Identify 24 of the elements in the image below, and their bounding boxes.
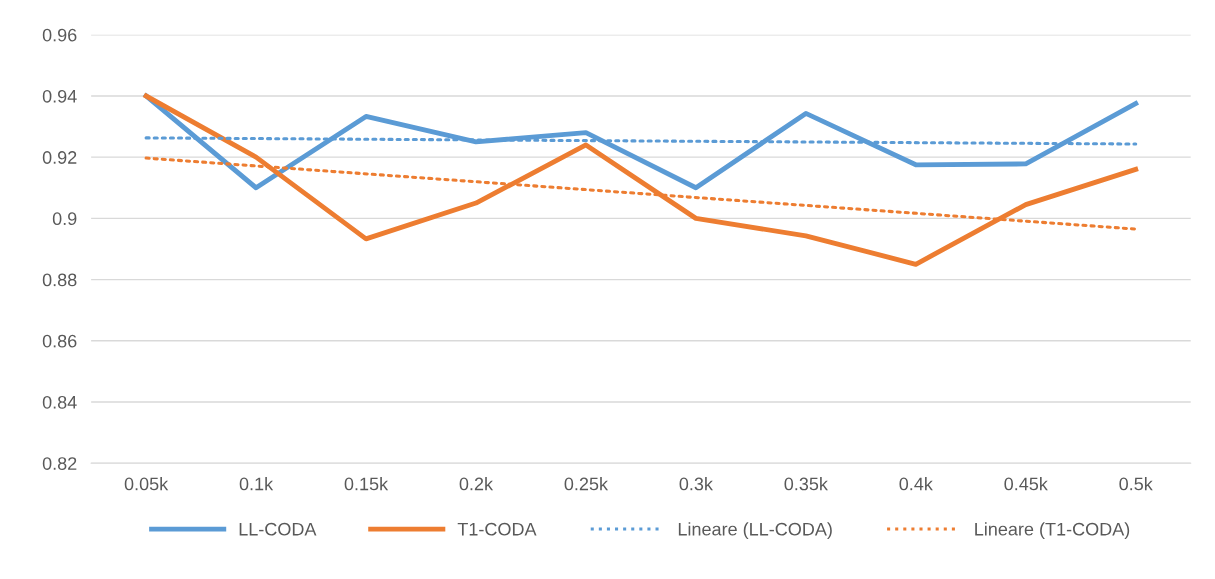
y-tick-label: 0.86 — [42, 334, 77, 348]
legend-label: Lineare (T1-CODA) — [975, 522, 1130, 540]
y-tick-label: 0.96 — [42, 28, 77, 42]
legend-label: T1-CODA — [457, 522, 537, 536]
y-tick-label: 0.88 — [42, 273, 77, 287]
x-tick-label: 0.5k — [1119, 477, 1153, 491]
x-tick-label: 0.1k — [239, 477, 274, 491]
line-series — [143, 93, 1139, 191]
x-tick-label: 0.35k — [784, 477, 828, 491]
y-tick-label: 0.82 — [42, 457, 77, 470]
y-tick-label: 0.9 — [52, 212, 77, 226]
legend-label: Lineare (LL-CODA) — [678, 522, 832, 540]
x-tick-label: 0.4k — [899, 477, 933, 491]
x-tick-label: 0.25k — [564, 477, 609, 491]
x-tick-label: 0.2k — [459, 477, 494, 491]
y-tick-label: 0.84 — [42, 395, 77, 409]
legend-label: LL-CODA — [239, 522, 317, 536]
y-tick-label: 0.92 — [42, 151, 77, 164]
x-tick-label: 0.05k — [124, 477, 169, 491]
x-tick-label: 0.15k — [344, 477, 389, 491]
y-tick-label: 0.94 — [42, 89, 77, 103]
line-series — [143, 93, 1139, 267]
x-tick-label: 0.45k — [1004, 477, 1048, 491]
x-tick-label: 0.3k — [679, 477, 713, 491]
